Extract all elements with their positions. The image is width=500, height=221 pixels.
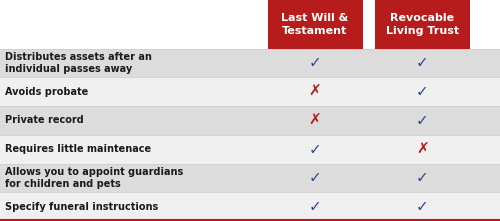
Text: Revocable
Living Trust: Revocable Living Trust [386, 13, 459, 36]
Text: ✗: ✗ [416, 142, 429, 157]
Text: ✓: ✓ [416, 199, 429, 214]
FancyBboxPatch shape [0, 192, 500, 221]
Text: Requires little maintenace: Requires little maintenace [5, 144, 151, 154]
Text: ✓: ✓ [416, 113, 429, 128]
Text: Allows you to appoint guardians
for children and pets: Allows you to appoint guardians for chil… [5, 167, 183, 189]
Text: ✓: ✓ [416, 170, 429, 185]
Text: ✓: ✓ [308, 199, 322, 214]
Text: Private record: Private record [5, 115, 84, 126]
FancyBboxPatch shape [0, 106, 500, 135]
FancyBboxPatch shape [0, 164, 500, 192]
FancyBboxPatch shape [375, 0, 470, 49]
Text: Distributes assets after an
individual passes away: Distributes assets after an individual p… [5, 52, 152, 74]
Text: Last Will &
Testament: Last Will & Testament [282, 13, 348, 36]
FancyBboxPatch shape [0, 49, 500, 77]
Text: ✓: ✓ [416, 84, 429, 99]
FancyBboxPatch shape [0, 77, 500, 106]
Text: Specify funeral instructions: Specify funeral instructions [5, 202, 158, 212]
Text: ✓: ✓ [416, 55, 429, 70]
Text: ✓: ✓ [308, 170, 322, 185]
FancyBboxPatch shape [268, 0, 362, 49]
Text: Avoids probate: Avoids probate [5, 87, 88, 97]
Text: ✓: ✓ [308, 55, 322, 70]
Text: ✗: ✗ [308, 113, 322, 128]
FancyBboxPatch shape [0, 135, 500, 164]
Text: ✓: ✓ [308, 142, 322, 157]
Text: ✗: ✗ [308, 84, 322, 99]
